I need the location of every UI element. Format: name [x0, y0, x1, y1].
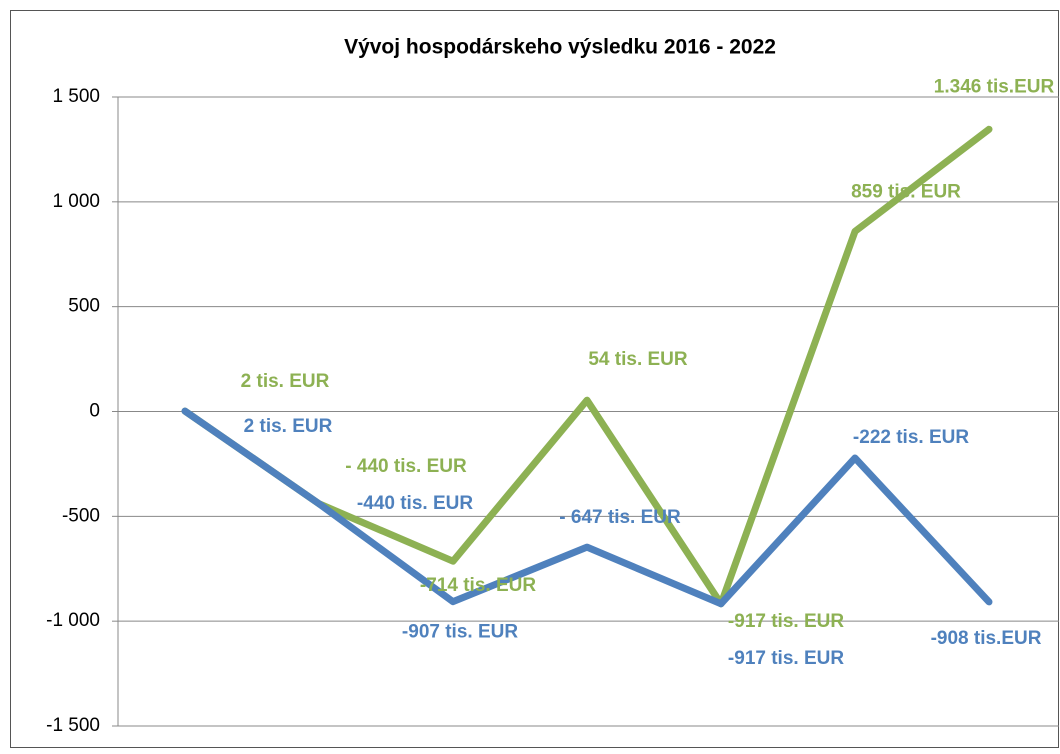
y-tick-label: 500 — [68, 296, 100, 317]
series-line — [181, 407, 993, 608]
data-label: -907 tis. EUR — [402, 622, 518, 643]
data-label: -714 tis. EUR — [420, 575, 536, 596]
y-tick-label: 0 — [89, 401, 100, 422]
data-label: - 647 tis. EUR — [559, 507, 681, 528]
chart-title: Vývoj hospodárskeho výsledku 2016 - 2022 — [344, 36, 776, 59]
data-label: 1.346 tis.EUR — [934, 76, 1055, 97]
data-label: -908 tis.EUR — [931, 628, 1042, 649]
data-label: 859 tis. EUR — [851, 181, 961, 202]
y-tick-label: -500 — [62, 505, 100, 526]
y-tick-label: -1 000 — [46, 610, 100, 631]
data-label: -917 tis. EUR — [728, 648, 844, 669]
y-tick-label: 1 500 — [52, 86, 100, 107]
data-label: - 440 tis. EUR — [345, 456, 467, 477]
data-label: -917 tis. EUR — [728, 611, 844, 632]
y-tick-label: 1 000 — [52, 191, 100, 212]
data-label: -440 tis. EUR — [357, 493, 473, 514]
chart-frame — [10, 10, 1059, 748]
data-label: -222 tis. EUR — [853, 427, 969, 448]
data-label: 2 tis. EUR — [244, 416, 333, 437]
y-tick-label: -1 500 — [46, 715, 100, 736]
data-label: 2 tis. EUR — [241, 371, 330, 392]
data-label: 54 tis. EUR — [588, 349, 688, 370]
